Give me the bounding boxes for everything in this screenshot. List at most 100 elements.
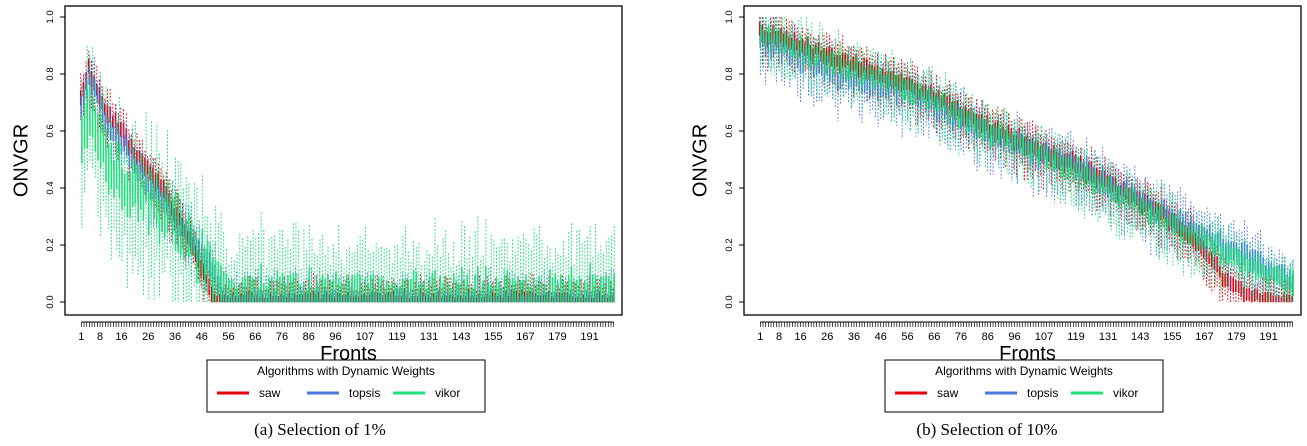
box-vikor — [770, 30, 773, 52]
box-vikor — [1260, 263, 1262, 279]
box-vikor — [861, 66, 864, 86]
box-vikor — [837, 50, 840, 71]
box-vikor — [436, 288, 439, 303]
box-vikor — [321, 274, 324, 303]
box-vikor — [212, 257, 214, 303]
series-vikor — [81, 45, 616, 303]
box-vikor — [1006, 125, 1008, 146]
y-tick-label: 0.0 — [724, 295, 735, 308]
box-vikor — [276, 270, 279, 303]
box-vikor — [891, 71, 893, 87]
box-vikor — [1271, 267, 1273, 281]
box-vikor — [222, 270, 225, 303]
box-vikor — [412, 270, 415, 303]
x-tick-label: 8 — [97, 331, 103, 343]
box-vikor — [1059, 156, 1062, 178]
x-tick-label: 107 — [356, 331, 374, 343]
box-vikor — [1284, 274, 1287, 292]
box-vikor — [113, 160, 115, 198]
box-vikor — [853, 61, 856, 80]
box-vikor — [511, 277, 514, 303]
box-vikor — [174, 191, 177, 252]
box-saw — [216, 296, 218, 303]
box-vikor — [925, 89, 928, 109]
box-vikor — [824, 53, 826, 75]
box-vikor — [848, 62, 851, 81]
x-tick-label: 191 — [580, 331, 598, 343]
box-vikor — [255, 278, 257, 303]
box-vikor — [506, 269, 509, 303]
box-vikor — [86, 88, 89, 149]
box-vikor — [931, 88, 933, 106]
box-vikor — [1000, 122, 1003, 139]
y-tick-label: 0.8 — [724, 67, 735, 80]
box-vikor — [1230, 247, 1233, 267]
box-saw — [1256, 289, 1259, 300]
box-vikor — [928, 88, 931, 110]
box-vikor — [1067, 157, 1070, 180]
box-vikor — [1113, 186, 1115, 202]
box-vikor — [1150, 204, 1153, 224]
box-vikor — [1046, 150, 1048, 169]
box-vikor — [225, 272, 228, 303]
box-vikor — [1091, 175, 1094, 195]
box-vikor — [311, 286, 313, 303]
x-tick-label: 107 — [1035, 331, 1053, 343]
box-vikor — [206, 240, 209, 279]
box-vikor — [584, 280, 586, 303]
x-tick-label: 131 — [420, 331, 438, 343]
box-saw — [1248, 288, 1251, 301]
box-saw — [1251, 290, 1253, 303]
box-vikor — [383, 288, 386, 303]
box-vikor — [201, 229, 204, 274]
x-tick-label: 96 — [1008, 331, 1020, 343]
box-vikor — [142, 180, 145, 222]
box-vikor — [404, 278, 407, 303]
box-vikor — [460, 266, 463, 303]
box-saw — [1219, 266, 1221, 278]
box-vikor — [503, 275, 506, 303]
x-tick-label: 179 — [1227, 331, 1245, 343]
box-vikor — [923, 86, 925, 103]
box-vikor — [273, 289, 276, 303]
box-vikor — [1019, 133, 1022, 150]
box-vikor — [246, 276, 249, 303]
box-vikor — [164, 199, 166, 238]
box-vikor — [883, 73, 885, 89]
box-vikor — [495, 277, 498, 303]
box-vikor — [110, 142, 113, 190]
box-vikor — [177, 192, 180, 253]
box-vikor — [958, 109, 960, 129]
box-vikor — [768, 26, 770, 42]
box-vikor — [968, 111, 971, 133]
box-vikor — [279, 277, 281, 303]
box-topsis — [93, 78, 96, 97]
box-vikor — [1070, 159, 1073, 176]
box-vikor — [1110, 181, 1113, 203]
box-vikor — [490, 283, 493, 303]
box-vikor — [1217, 232, 1220, 256]
box-vikor — [271, 277, 273, 303]
box-vikor — [230, 279, 233, 303]
box-vikor — [805, 36, 808, 59]
box-vikor — [578, 275, 581, 303]
box-vikor — [308, 266, 311, 303]
box-vikor — [538, 275, 541, 303]
box-vikor — [185, 218, 188, 257]
box-vikor — [479, 290, 482, 303]
box-vikor — [821, 48, 824, 64]
box-vikor — [1289, 268, 1292, 291]
box-vikor — [1257, 254, 1260, 278]
box-vikor — [1041, 144, 1043, 161]
box-vikor — [608, 275, 610, 303]
box-topsis — [1163, 199, 1166, 217]
box-vikor — [786, 32, 789, 50]
box-saw — [1288, 294, 1291, 303]
box-vikor — [899, 73, 901, 98]
box-vikor — [1287, 277, 1289, 299]
box-vikor — [533, 277, 535, 303]
box-vikor — [934, 95, 936, 110]
box-vikor — [939, 95, 941, 112]
box-vikor — [1008, 133, 1011, 150]
box-vikor — [530, 287, 533, 303]
